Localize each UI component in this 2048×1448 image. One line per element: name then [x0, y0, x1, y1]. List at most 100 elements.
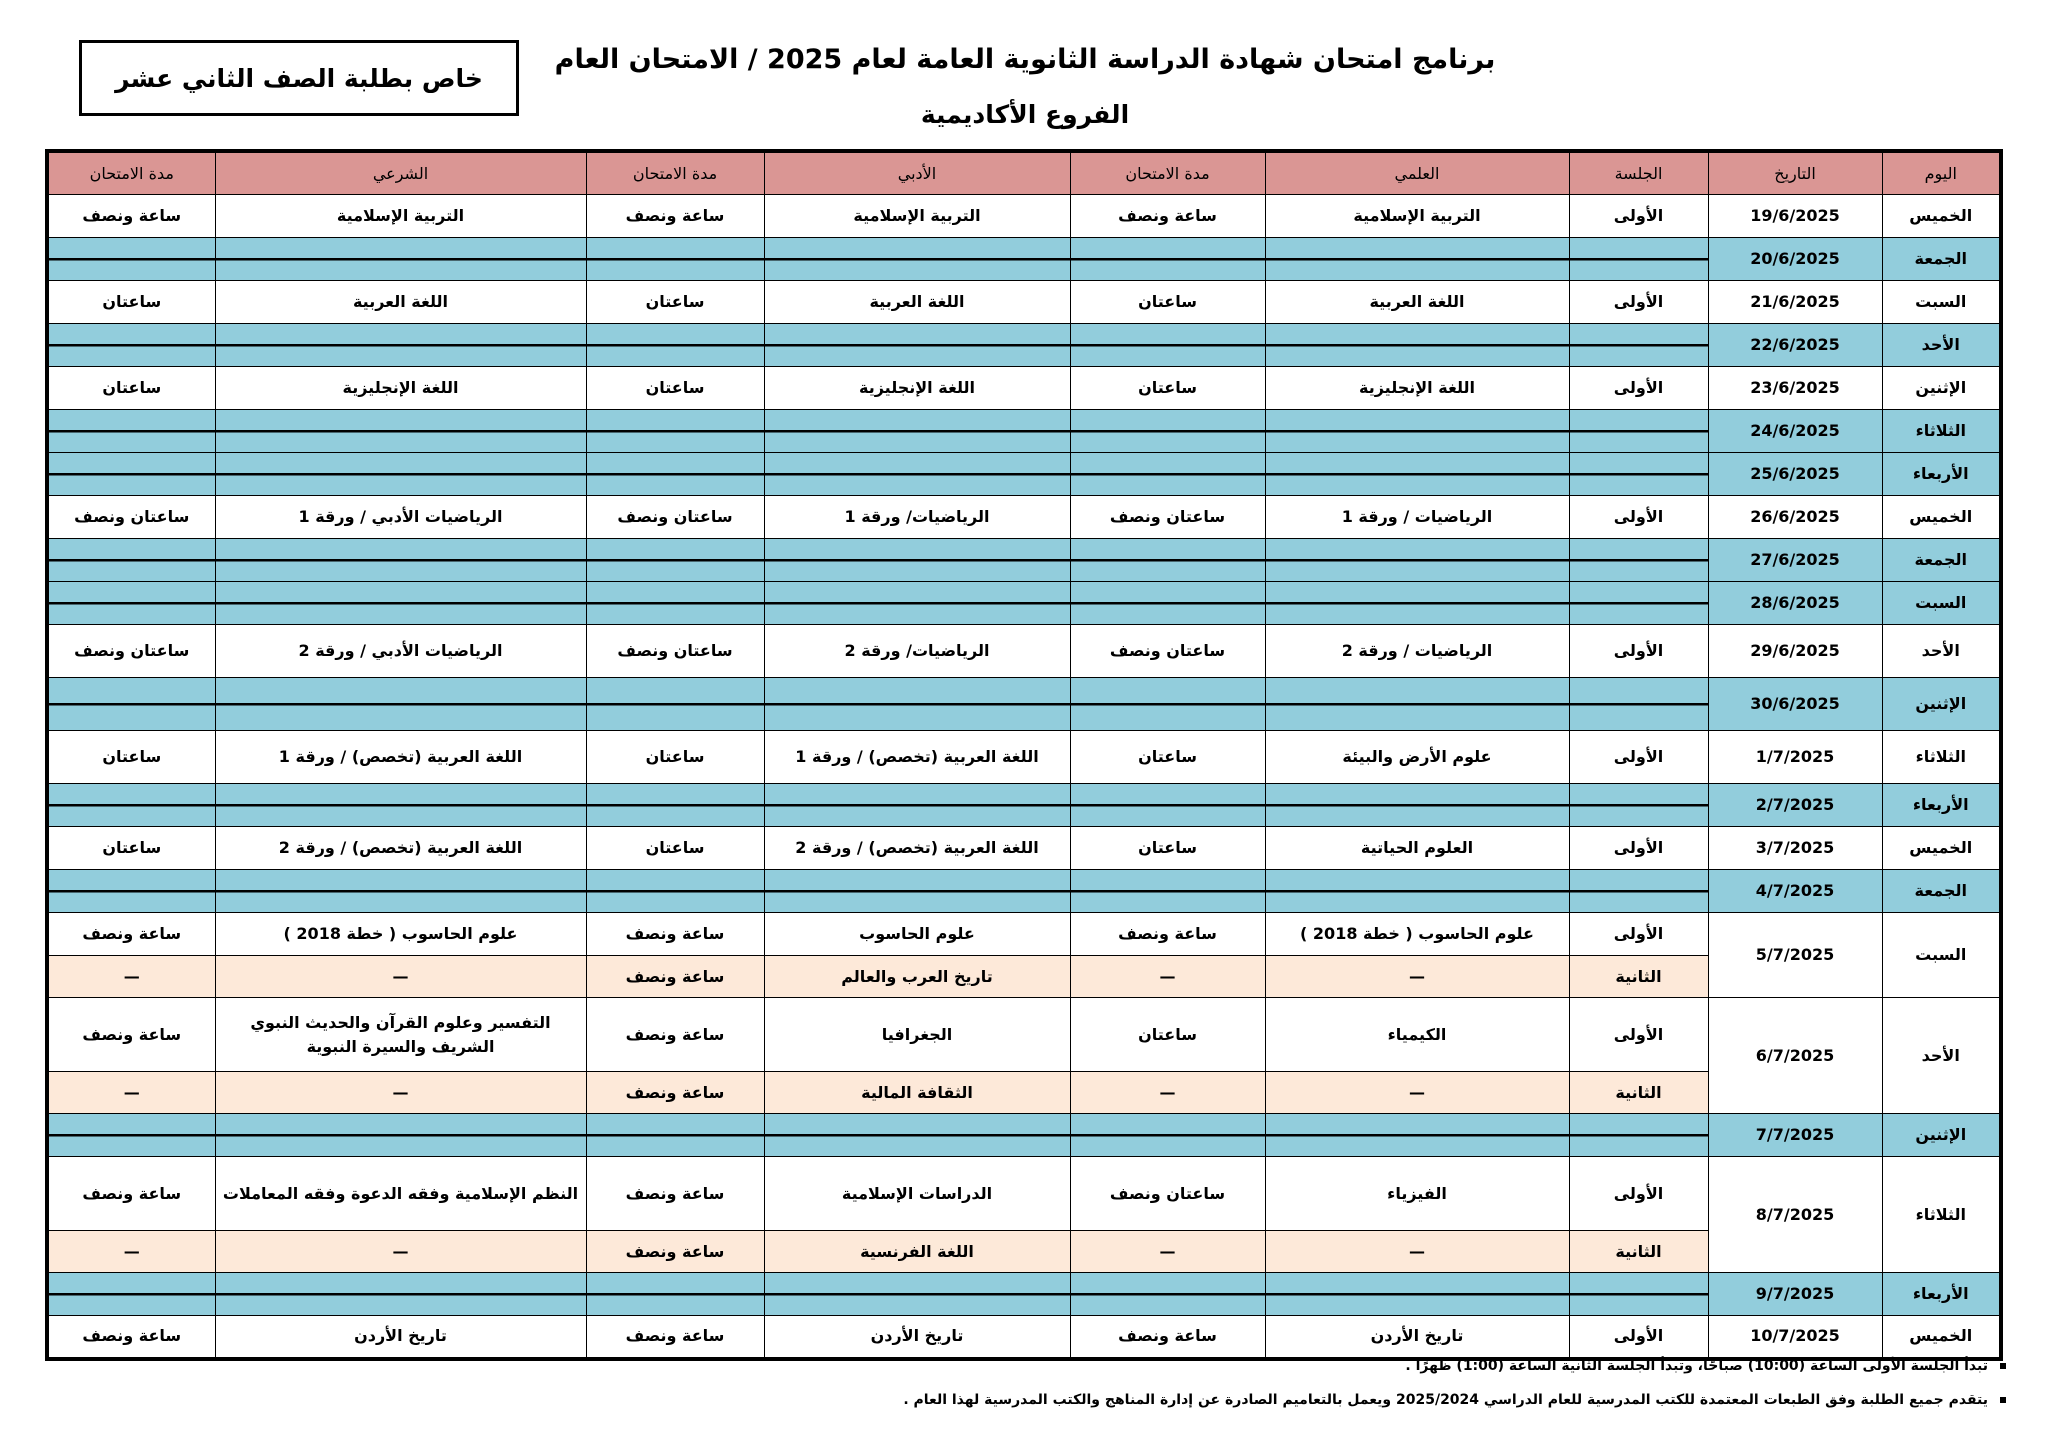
duration: ساعتان [1069, 280, 1266, 324]
literary: الجغرافيا [763, 997, 1071, 1072]
duration: ساعتان [585, 366, 765, 410]
empty-cell [1264, 538, 1570, 582]
empty-cell [585, 538, 765, 582]
empty-cell [214, 1113, 587, 1157]
day: الأربعاء [1881, 1272, 2002, 1316]
date: 20/6/2025 [1707, 237, 1883, 281]
day: الجمعة [1881, 237, 2002, 281]
exam-row: الخميس 19/6/2025 الأولى التربية الإسلامية سا… [46, 194, 2002, 238]
empty-cell [1264, 869, 1570, 913]
session: الأولى [1568, 366, 1709, 410]
date: 9/7/2025 [1707, 1272, 1883, 1316]
sharia: اللغة العربية [214, 280, 587, 324]
empty-cell [1568, 1272, 1709, 1316]
literary: الرياضيات/ ورقة 2 [763, 624, 1071, 678]
empty-cell [763, 869, 1071, 913]
empty-cell [1069, 1272, 1266, 1316]
duration: — [1069, 1230, 1266, 1273]
duration: — [1069, 955, 1266, 998]
literary: اللغة العربية [763, 280, 1071, 324]
empty-cell [214, 237, 587, 281]
date: 24/6/2025 [1707, 409, 1883, 453]
scientific: الكيمياء [1264, 997, 1570, 1072]
empty-cell [1568, 452, 1709, 496]
empty-cell [1069, 581, 1266, 625]
empty-cell [585, 323, 765, 367]
date: 29/6/2025 [1707, 624, 1883, 678]
empty-cell [1069, 409, 1266, 453]
sharia: تاريخ الأردن [214, 1315, 587, 1359]
empty-cell [763, 237, 1071, 281]
empty-cell [585, 452, 765, 496]
column-header: الأدبي [763, 150, 1071, 195]
duration: ساعتان [1069, 997, 1266, 1072]
empty-cell [1568, 1113, 1709, 1157]
day: الجمعة [1881, 869, 2002, 913]
date: 28/6/2025 [1707, 581, 1883, 625]
empty-cell [46, 452, 216, 496]
duration: ساعة ونصف [1069, 194, 1266, 238]
empty-cell [763, 1113, 1071, 1157]
empty-cell [585, 869, 765, 913]
day: الثلاثاء [1881, 1156, 2002, 1273]
duration: ساعتان ونصف [46, 624, 216, 678]
date: 5/7/2025 [1707, 912, 1883, 998]
day: الأربعاء [1881, 783, 2002, 827]
empty-cell [763, 783, 1071, 827]
subtitle: الفروع الأكاديمية [920, 100, 1130, 129]
empty-cell [585, 237, 765, 281]
empty-cell [1568, 677, 1709, 731]
literary: اللغة العربية (تخصص) / ورقة 1 [763, 730, 1071, 784]
sharia: اللغة العربية (تخصص) / ورقة 2 [214, 826, 587, 870]
duration: ساعتان [46, 730, 216, 784]
exam-row: الثلاثاء 1/7/2025 الأولى علوم الأرض والبيئة… [46, 730, 2002, 784]
scientific: علوم الحاسوب ( خطة 2018 ) [1264, 912, 1570, 956]
duration: ساعة ونصف [585, 194, 765, 238]
exam-row: الإثنين 23/6/2025 الأولى اللغة الإنجليزية سا… [46, 366, 2002, 410]
empty-cell [1069, 1113, 1266, 1157]
empty-cell [1264, 581, 1570, 625]
empty-cell [214, 409, 587, 453]
empty-cell [1069, 869, 1266, 913]
empty-cell [1069, 323, 1266, 367]
empty-cell [1568, 869, 1709, 913]
duration: ساعة ونصف [585, 1071, 765, 1114]
duration: ساعتان [1069, 366, 1266, 410]
duration: ساعة ونصف [585, 912, 765, 956]
sharia: التربية الإسلامية [214, 194, 587, 238]
duration: ساعتان [46, 366, 216, 410]
empty-cell [1069, 237, 1266, 281]
empty-cell [214, 869, 587, 913]
empty-cell [763, 1272, 1071, 1316]
blank-row: الأربعاء 25/6/2025 [46, 452, 2002, 496]
empty-cell [585, 783, 765, 827]
day: الجمعة [1881, 538, 2002, 582]
empty-cell [763, 538, 1071, 582]
empty-cell [46, 783, 216, 827]
header-row: اليوم التاريخ الجلسة العلمي مدة الامتحان الأد… [46, 150, 2002, 195]
duration: — [46, 1230, 216, 1273]
empty-cell [585, 581, 765, 625]
sharia: اللغة العربية (تخصص) / ورقة 1 [214, 730, 587, 784]
scientific: اللغة الإنجليزية [1264, 366, 1570, 410]
duration: ساعتان ونصف [1069, 1156, 1266, 1231]
literary: تاريخ العرب والعالم [763, 955, 1071, 998]
exam-row: الأحد 6/7/2025 الأولى الكيمياء ساعتان الجغراف… [46, 997, 2002, 1114]
session: الأولى [1568, 826, 1709, 870]
date: 23/6/2025 [1707, 366, 1883, 410]
duration: ساعتان [585, 280, 765, 324]
exam-row: الثلاثاء 8/7/2025 الأولى الفيزياء ساعتان ونص… [46, 1156, 2002, 1273]
empty-cell [1568, 538, 1709, 582]
duration: ساعتان ونصف [46, 495, 216, 539]
exam-row: الثانية — — تاريخ العرب والعالم ساعة ونصف — — [46, 955, 2001, 998]
date: 8/7/2025 [1707, 1156, 1883, 1273]
column-header: التاريخ [1707, 150, 1883, 195]
empty-cell [1568, 237, 1709, 281]
schedule-table: اليوم التاريخ الجلسة العلمي مدة الامتحان الأد… [45, 149, 2003, 1361]
duration: — [1069, 1071, 1266, 1114]
session: الثانية [1568, 955, 1709, 998]
scientific: اللغة العربية [1264, 280, 1570, 324]
date: 30/6/2025 [1707, 677, 1883, 731]
column-header: العلمي [1264, 150, 1570, 195]
